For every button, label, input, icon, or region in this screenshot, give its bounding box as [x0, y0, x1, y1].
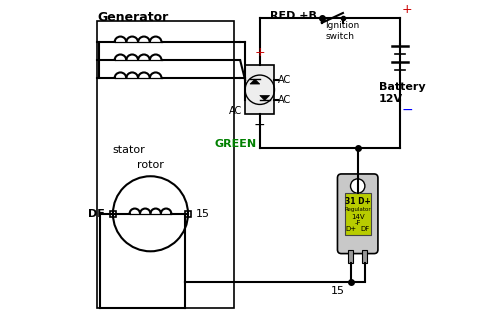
Text: +: + — [402, 3, 412, 16]
Text: 15: 15 — [196, 209, 210, 219]
Text: +: + — [254, 46, 265, 59]
Text: rotor: rotor — [137, 160, 164, 170]
Text: −: − — [402, 103, 413, 117]
Text: Ignition
switch: Ignition switch — [325, 21, 360, 41]
Text: AC: AC — [278, 75, 291, 85]
Polygon shape — [250, 79, 260, 84]
Text: stator: stator — [113, 145, 146, 155]
Bar — [348, 250, 353, 263]
Text: 31 D+: 31 D+ — [345, 197, 370, 206]
Text: DF: DF — [360, 226, 370, 232]
Text: RED +B: RED +B — [270, 11, 316, 21]
Bar — [185, 211, 191, 217]
Text: GREEN: GREEN — [214, 139, 256, 149]
FancyBboxPatch shape — [338, 174, 378, 254]
Bar — [362, 250, 368, 263]
Text: D+: D+ — [345, 226, 356, 232]
Text: AC: AC — [278, 94, 291, 105]
Text: -F: -F — [354, 220, 361, 226]
Text: Generator: Generator — [97, 11, 168, 24]
Text: Regulator: Regulator — [344, 207, 371, 212]
Bar — [110, 211, 116, 217]
Text: Battery
12V: Battery 12V — [379, 82, 426, 104]
Bar — [96, 21, 234, 308]
Circle shape — [350, 179, 365, 193]
Text: −: − — [254, 117, 266, 132]
Text: DF: DF — [88, 209, 105, 219]
Polygon shape — [260, 95, 270, 100]
Bar — [344, 193, 371, 235]
Text: 15: 15 — [330, 286, 344, 296]
Text: 14V: 14V — [351, 214, 364, 220]
Text: AC: AC — [228, 106, 242, 116]
Bar — [245, 65, 274, 114]
